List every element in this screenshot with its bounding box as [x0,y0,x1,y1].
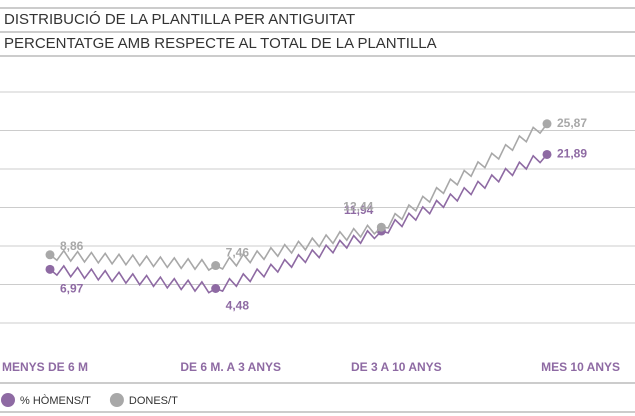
value-label: 4,48 [226,299,250,313]
value-label: 8,86 [60,239,84,253]
point [211,284,221,294]
x-tick-label: DE 6 M. A 3 ANYS [180,360,281,374]
legend-swatch [109,393,124,407]
zigzag-line [49,153,548,294]
point [211,261,221,271]
point [45,264,55,274]
x-tick-label: MENYS DE 6 M [2,360,88,374]
point [45,250,55,260]
chart-title: DISTRIBUCIÓ DE LA PLANTILLA PER ANTIGUIT… [4,11,355,28]
point [376,222,386,232]
legend-label: % HÒMENS/T [20,394,91,407]
value-label: 6,97 [60,282,84,296]
zigzag-line [49,123,548,272]
x-tick-label: DE 3 A 10 ANYS [351,360,442,374]
value-label: 25,87 [557,116,587,130]
value-label: 21,89 [557,147,587,161]
legend-swatch [1,393,15,407]
legend-label: DONES/T [129,395,178,407]
value-label: 7,46 [226,246,250,260]
point [542,119,552,129]
x-tick-label: MES 10 ANYS [541,360,620,374]
chart-subtitle: PERCENTATGE AMB RESPECTE AL TOTAL DE LA … [4,35,437,52]
value-label: 12,44 [343,199,373,213]
value-label: 11,94 [344,203,374,217]
point [542,149,552,159]
